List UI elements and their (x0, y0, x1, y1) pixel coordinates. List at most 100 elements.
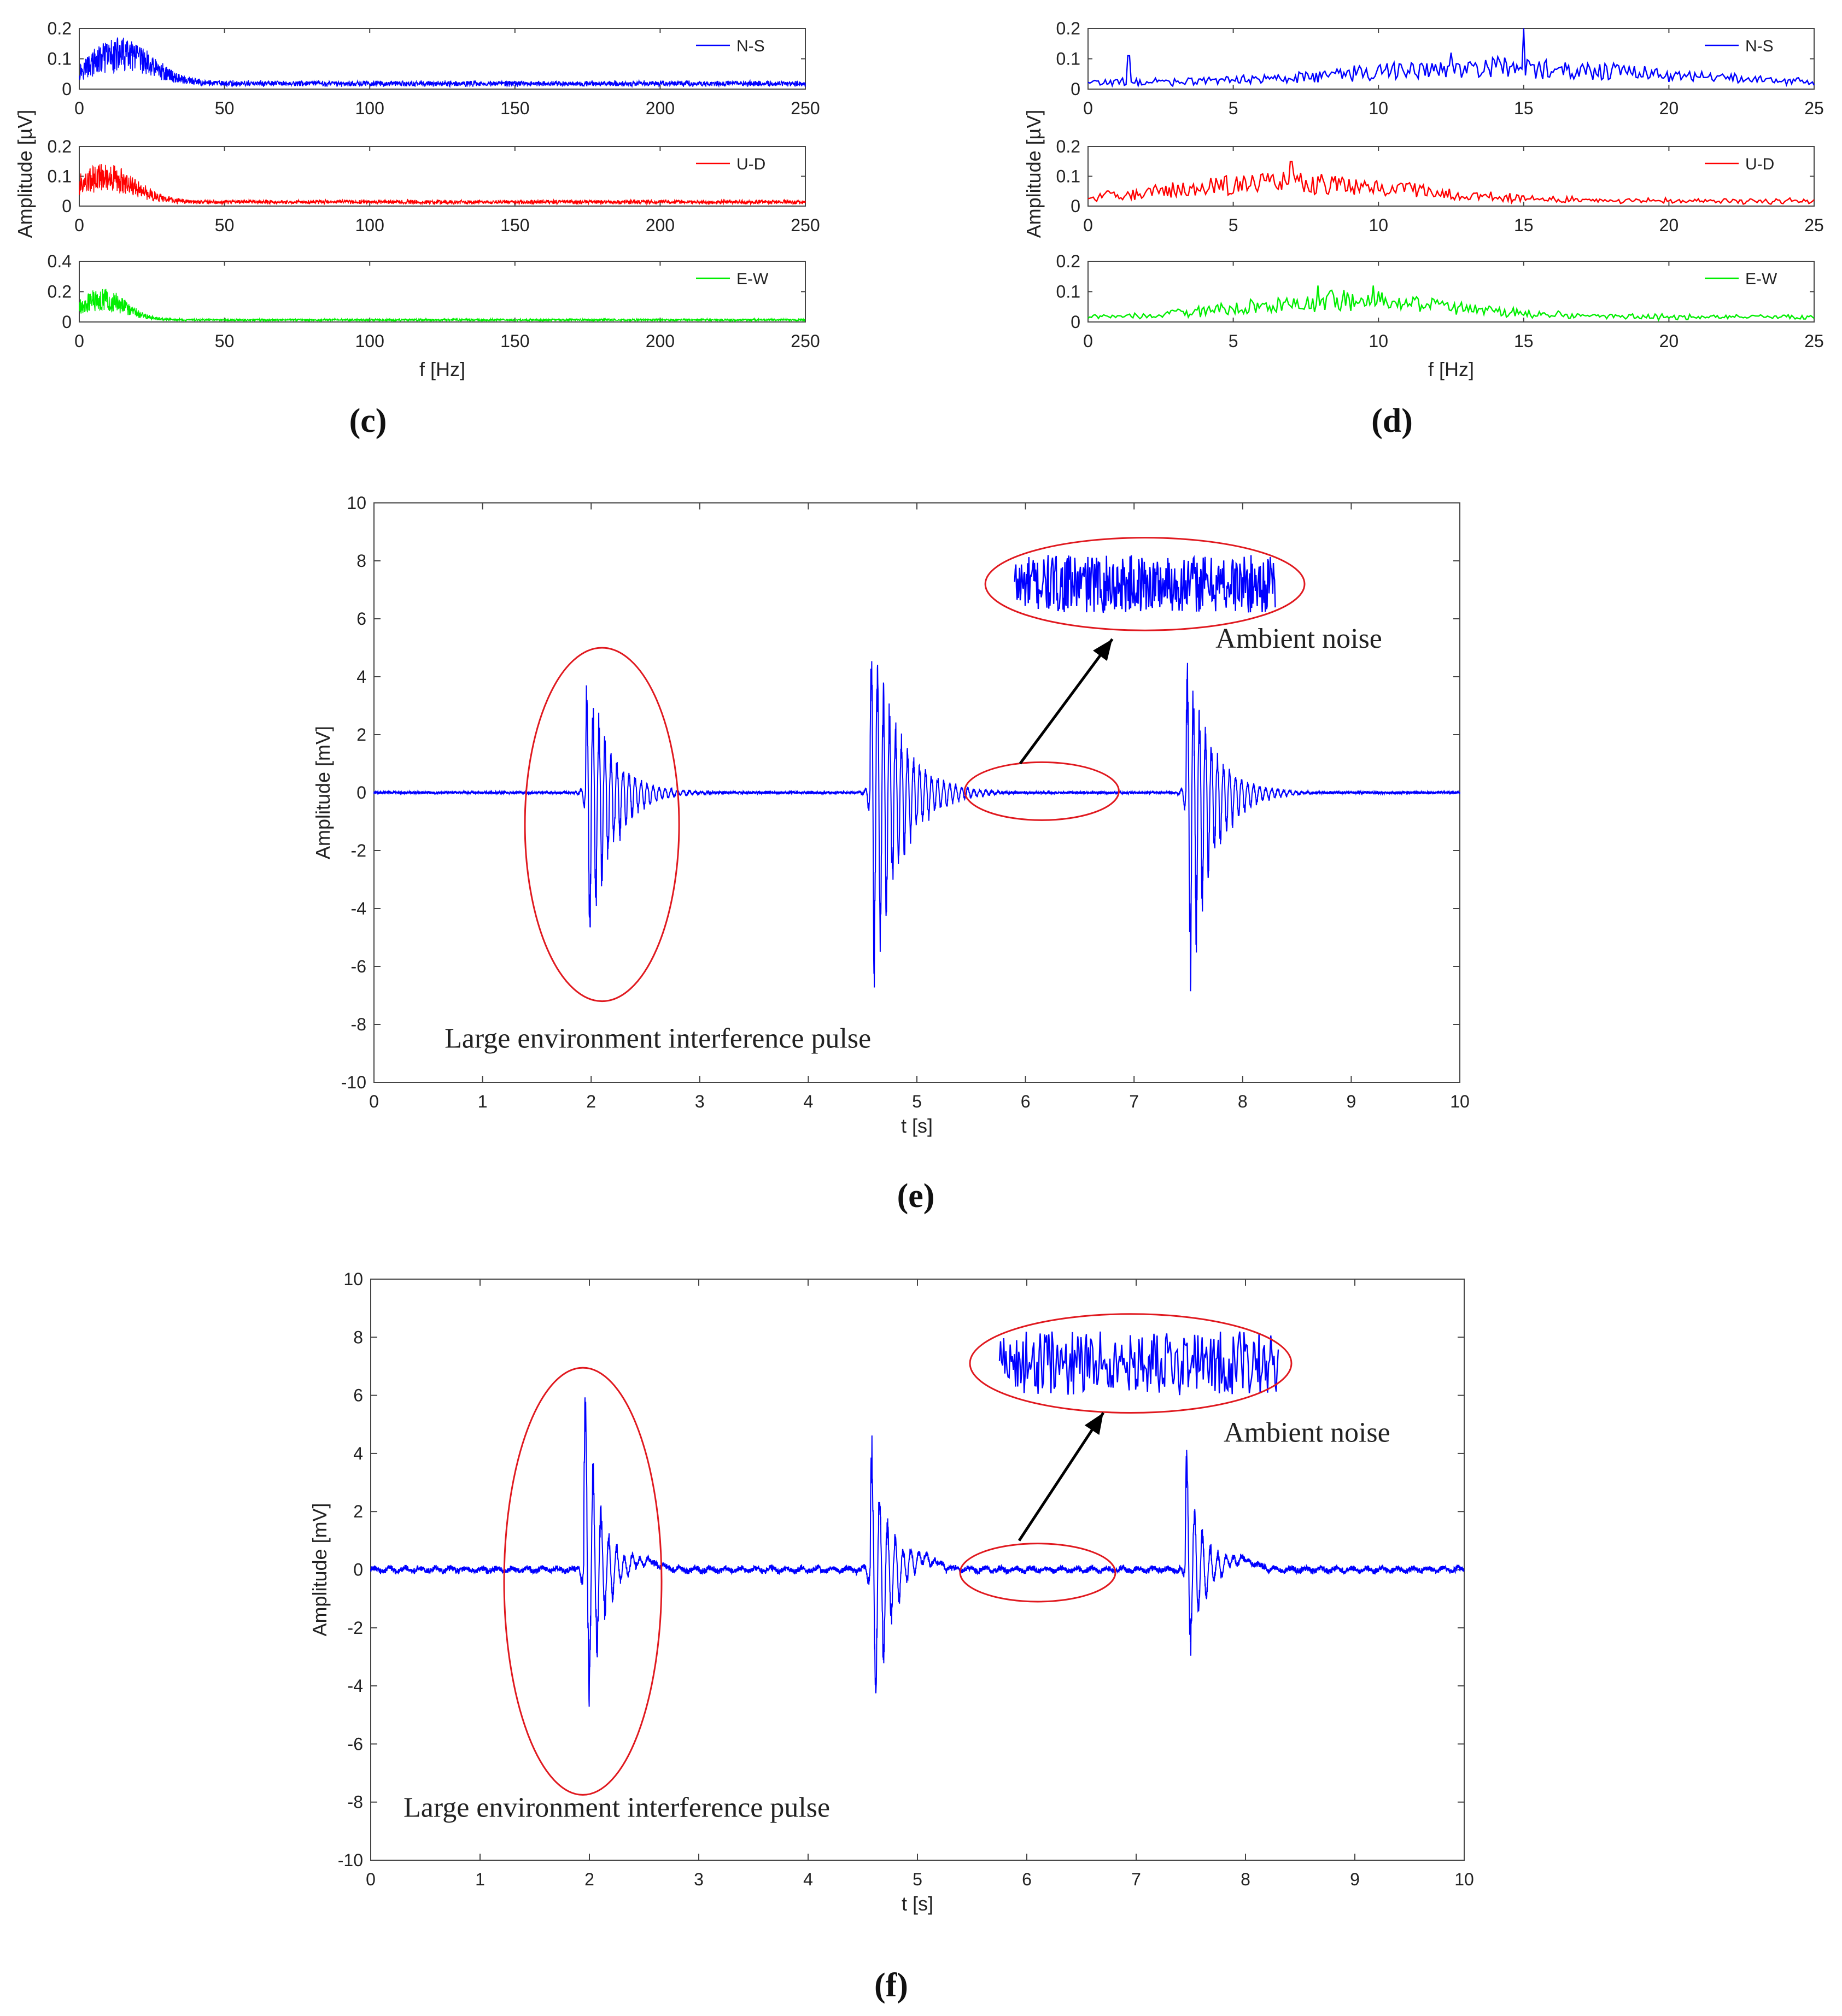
subplot-n-s: 0 50 100 150 200 250 0 0.1 0.2 N-S (48, 19, 820, 118)
y-tick-label: 0 (62, 196, 72, 216)
y-tick-label: 2 (353, 1502, 363, 1521)
x-tick-label: 8 (1238, 1092, 1248, 1111)
x-tick-label: 0 (74, 331, 84, 351)
y-tick-label: 0.2 (48, 282, 72, 302)
y-tick-label: 0 (356, 783, 366, 802)
subplot-e-w: 0 5 10 15 20 25 0 0.1 0.2 E-W (1056, 251, 1824, 351)
y-tick-label: 0 (62, 312, 72, 332)
x-axis-label: f [Hz] (419, 358, 465, 380)
caption-e: (e) (897, 1177, 935, 1215)
x-tick-label: 9 (1350, 1870, 1360, 1889)
y-tick-label: 4 (353, 1444, 363, 1463)
x-tick-label: 3 (695, 1092, 705, 1111)
plot-frame (1087, 261, 1815, 323)
x-tick-label: 200 (646, 215, 675, 235)
x-tick-label: 0 (369, 1092, 379, 1111)
y-tick-label: -10 (338, 1850, 363, 1870)
x-tick-label: 15 (1514, 331, 1534, 351)
x-tick-label: 150 (500, 215, 529, 235)
x-axis-label: f [Hz] (1428, 358, 1474, 380)
legend-label: N-S (736, 37, 765, 55)
y-tick-label: 0.2 (1056, 251, 1080, 271)
x-tick-label: 10 (1454, 1870, 1474, 1889)
y-tick-label: 6 (356, 609, 366, 629)
inset-highlight-ellipse (969, 1313, 1293, 1414)
x-tick-label: 100 (355, 331, 384, 351)
y-axis-label: Amplitude [mV] (308, 1503, 331, 1636)
x-tick-label: 0 (366, 1870, 376, 1889)
series-line-u-d (79, 164, 806, 206)
annotation-arrow-shaft (1018, 1412, 1105, 1542)
x-tick-label: 10 (1369, 98, 1388, 118)
legend-label: E-W (736, 270, 769, 288)
x-tick-label: 9 (1347, 1092, 1356, 1111)
x-tick-label: 4 (803, 1870, 813, 1889)
x-tick-label: 20 (1659, 331, 1679, 351)
annotation-arrow-shaft (1019, 638, 1114, 765)
x-tick-label: 2 (584, 1870, 594, 1889)
plot-frame (79, 261, 806, 323)
y-tick-label: -10 (341, 1073, 366, 1092)
panel-e-raw-signal: 0 1 2 3 4 5 6 7 8 9 10 -10 -8 -6 -4 -2 0 2 4 6 8 10 Ambient no… (312, 493, 1470, 1137)
x-tick-label: 0 (74, 98, 84, 118)
x-tick-label: 8 (1241, 1870, 1250, 1889)
y-tick-label: 8 (353, 1327, 363, 1347)
y-tick-label: -8 (348, 1792, 363, 1812)
x-tick-label: 10 (1369, 331, 1388, 351)
x-tick-label: 5 (1229, 331, 1238, 351)
x-tick-label: 0 (1083, 215, 1093, 235)
y-tick-label: 10 (347, 493, 366, 513)
y-tick-label: -6 (348, 1734, 363, 1754)
annotation-arrow-head (1093, 639, 1113, 661)
subplot-n-s: 0 5 10 15 20 25 0 0.1 0.2 N-S (1056, 19, 1824, 118)
series-line-n-s (1087, 28, 1815, 88)
legend-label: U-D (736, 155, 765, 173)
signal-line (373, 661, 1460, 992)
pulse-highlight-ellipse (524, 647, 680, 1003)
inset-noise-line (998, 1331, 1279, 1396)
series-line-u-d (1087, 161, 1815, 206)
inset-highlight-ellipse (984, 537, 1306, 631)
subplot-e-w: 0 50 100 150 200 250 0 0.2 0.4 E-W (48, 251, 820, 351)
panel-c-spectrum: 0 50 100 150 200 250 0 0.1 0.2 N-S 0 50 100 150 200 250… (14, 19, 820, 380)
legend-label: N-S (1745, 37, 1774, 55)
y-tick-label: 0.2 (1056, 137, 1080, 156)
y-tick-label: -4 (351, 899, 366, 918)
x-tick-label: 200 (646, 331, 675, 351)
y-tick-label: 0 (1071, 312, 1080, 332)
plot-frame (79, 146, 806, 207)
x-tick-label: 5 (912, 1092, 922, 1111)
x-tick-label: 5 (913, 1870, 922, 1889)
subplot-u-d: 0 5 10 15 20 25 0 0.1 0.2 U-D (1056, 137, 1824, 235)
y-tick-label: 0.2 (48, 137, 72, 156)
x-tick-label: 100 (355, 215, 384, 235)
y-tick-label: -2 (348, 1618, 363, 1638)
y-tick-label: 0.1 (48, 49, 72, 69)
x-tick-label: 50 (215, 331, 235, 351)
x-tick-label: 7 (1129, 1092, 1139, 1111)
plot-frame (1087, 28, 1815, 90)
legend-label: U-D (1745, 155, 1774, 173)
y-tick-label: 2 (356, 725, 366, 745)
noise-highlight-ellipse (963, 761, 1120, 821)
x-tick-label: 0 (74, 215, 84, 235)
x-tick-label: 20 (1659, 215, 1679, 235)
x-tick-label: 20 (1659, 98, 1679, 118)
y-tick-label: 0 (1071, 196, 1080, 216)
x-tick-label: 4 (804, 1092, 814, 1111)
legend-label: E-W (1745, 270, 1777, 288)
pulse-label: Large environment interference pulse (404, 1792, 830, 1823)
plot-frame (79, 28, 806, 90)
y-tick-label: 0.1 (1056, 282, 1080, 302)
series-line-n-s (79, 37, 806, 89)
annotation-arrow-head (1084, 1413, 1103, 1435)
x-tick-label: 25 (1804, 98, 1824, 118)
signal-line (370, 1397, 1465, 1707)
y-axis-label: Amplitude [mV] (312, 726, 334, 859)
y-tick-label: 0 (62, 79, 72, 99)
y-tick-label: 0 (1071, 79, 1080, 99)
x-tick-label: 5 (1229, 215, 1238, 235)
x-tick-label: 50 (215, 98, 235, 118)
x-tick-label: 150 (500, 98, 529, 118)
x-tick-label: 0 (1083, 331, 1093, 351)
